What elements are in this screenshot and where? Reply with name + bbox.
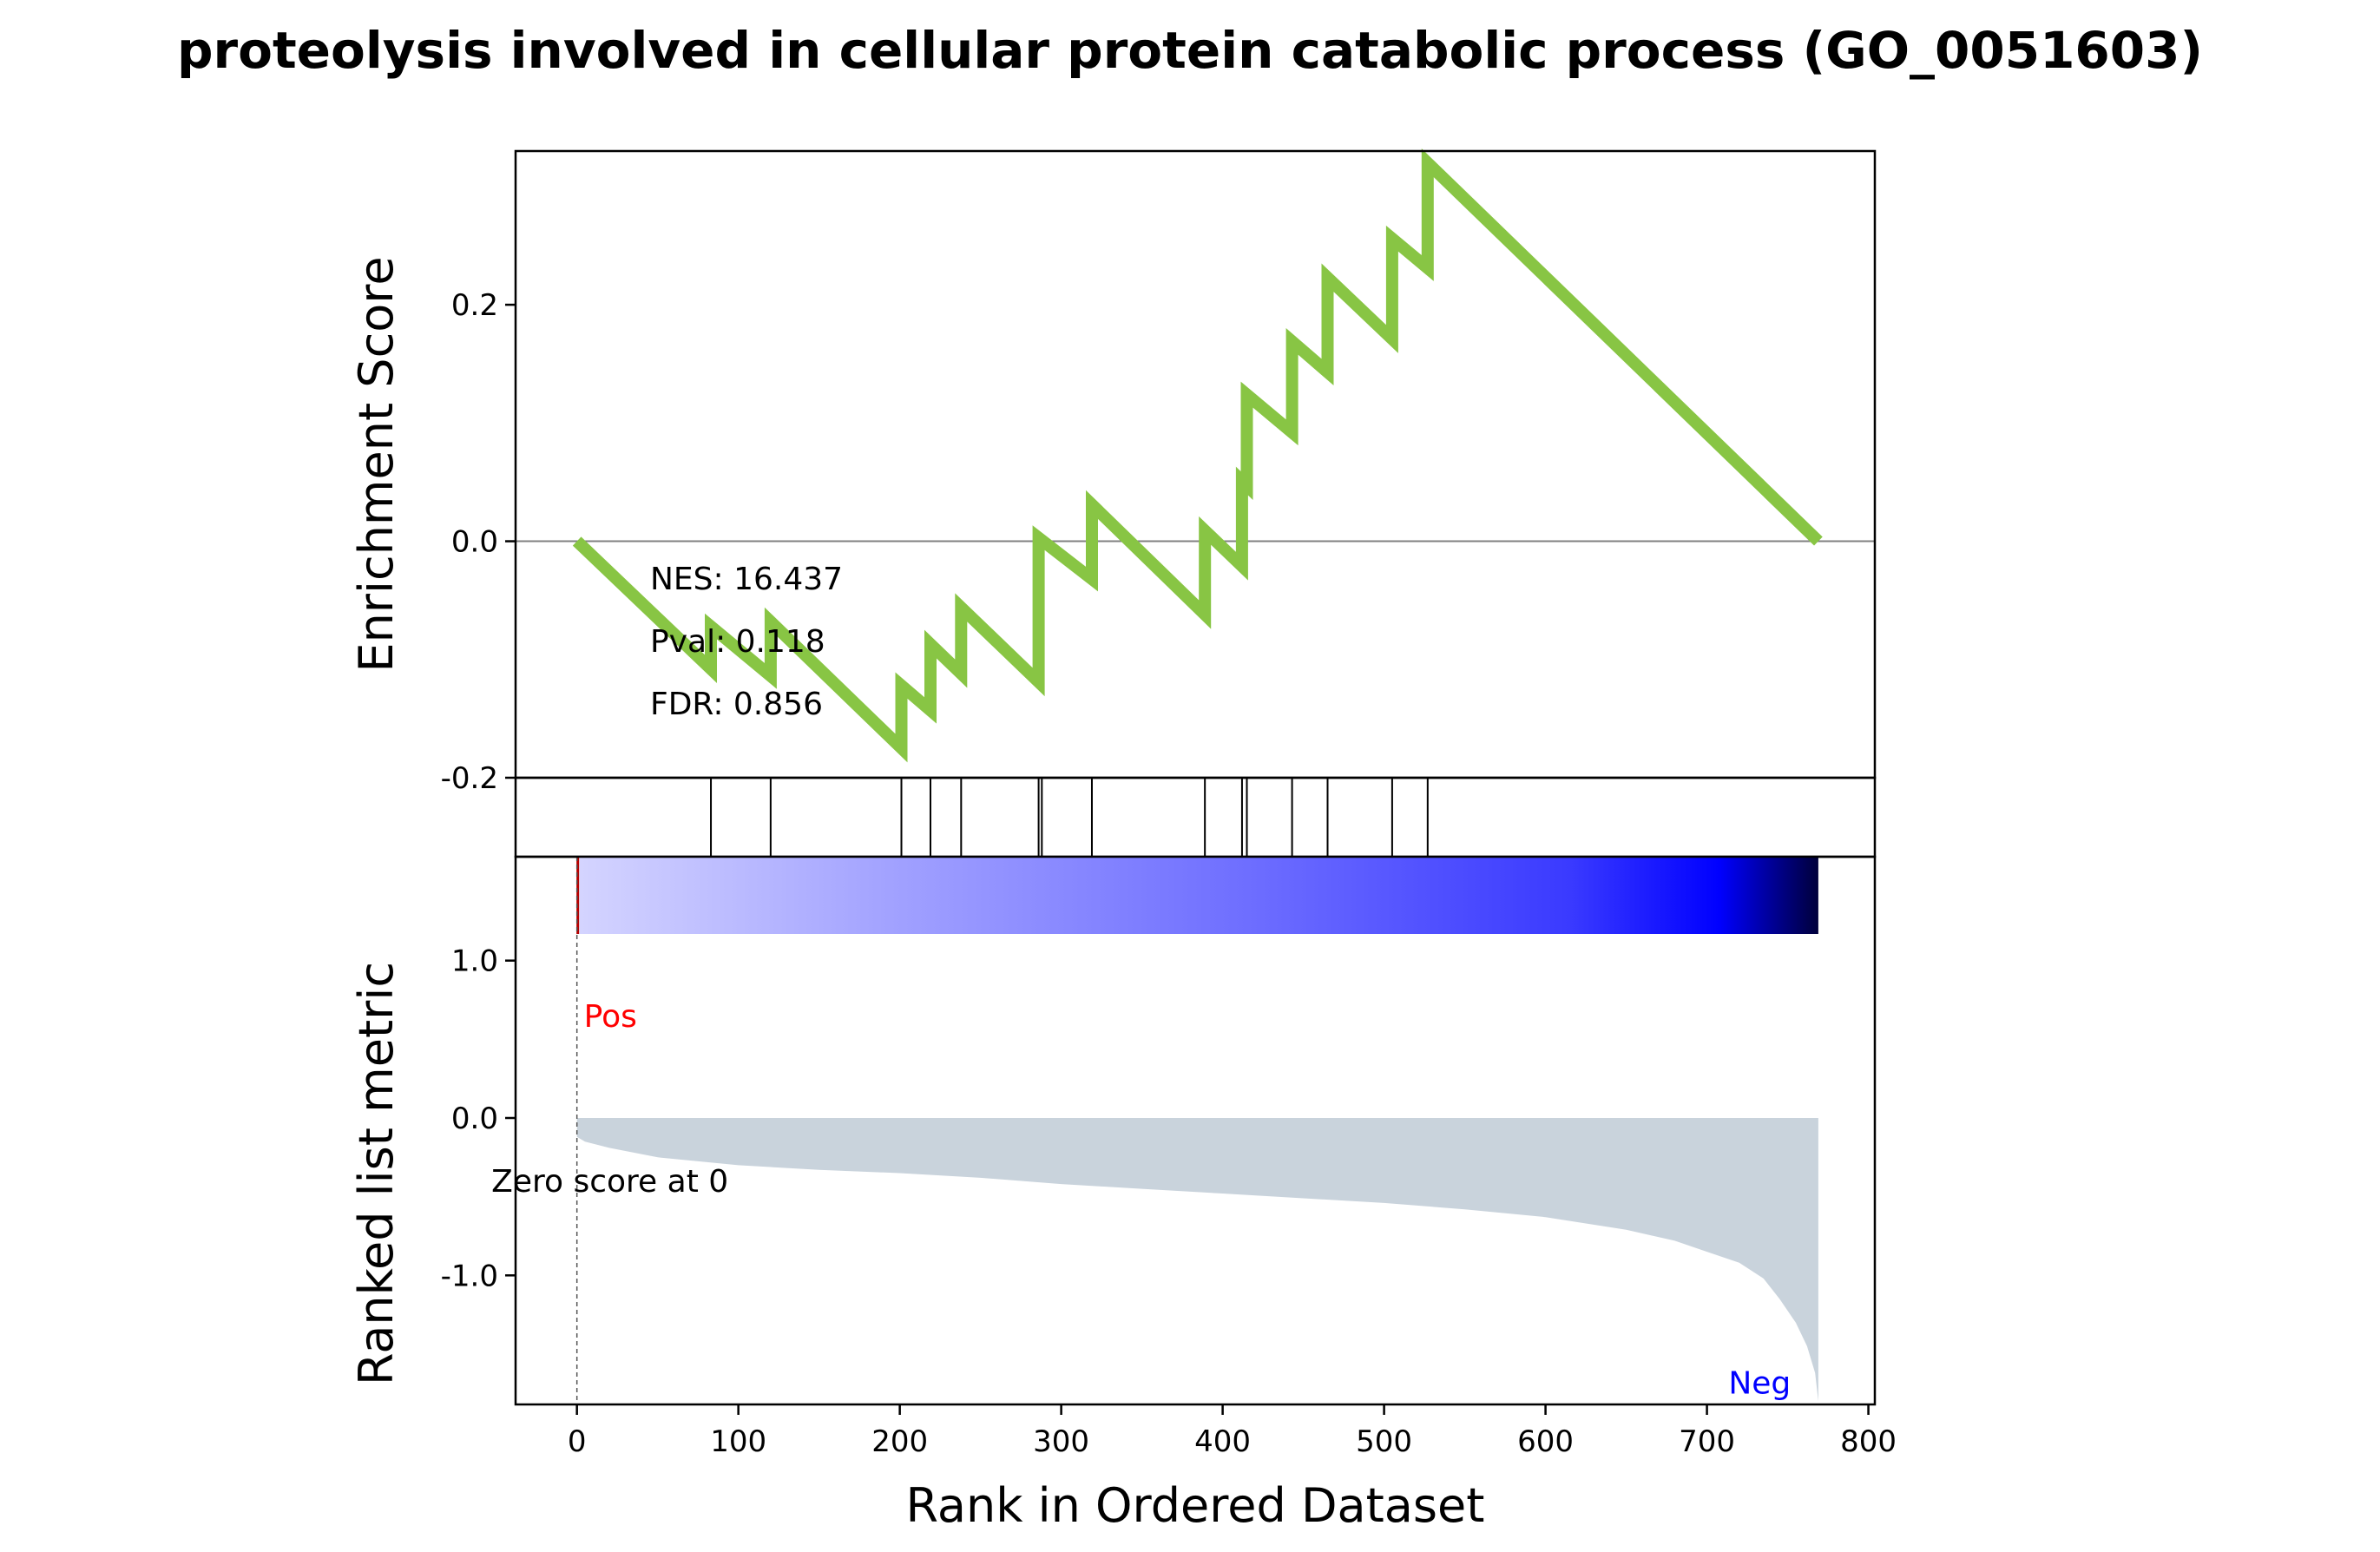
zero-score-label: Zero score at 0 bbox=[491, 1164, 728, 1200]
es-y-tick-label: 0.2 bbox=[451, 288, 498, 323]
enrichment-panel: 0.2 0.0 -0.2 NES: 16.437 Pval: 0.118 FDR: … bbox=[349, 148, 1877, 796]
metric-y-tick-label: -1.0 bbox=[441, 1259, 498, 1293]
metric-y-axis-label: Ranked list metric bbox=[349, 962, 404, 1385]
pval-label: Pval: 0.118 bbox=[650, 624, 825, 660]
ranked-metric-area bbox=[576, 1118, 1818, 1402]
x-tick-label: 600 bbox=[1517, 1424, 1574, 1459]
metric-panel-frame bbox=[514, 855, 1877, 1406]
x-tick-label: 100 bbox=[710, 1424, 766, 1459]
metric-y-tick-label: 1.0 bbox=[451, 944, 498, 979]
neg-label: Neg bbox=[1728, 1365, 1791, 1401]
x-tick-label: 300 bbox=[1033, 1424, 1089, 1459]
metric-y-ticks: 1.0 0.0 -1.0 bbox=[441, 944, 516, 1293]
x-tick-label: 0 bbox=[568, 1424, 587, 1459]
hits-panel-frame bbox=[514, 776, 1877, 858]
x-tick-label: 200 bbox=[871, 1424, 928, 1459]
hits-panel bbox=[514, 776, 1877, 858]
hit-lines bbox=[710, 778, 1429, 857]
es-y-axis-label: Enrichment Score bbox=[349, 256, 404, 672]
es-panel-frame bbox=[514, 149, 1877, 779]
pos-label: Pos bbox=[584, 999, 637, 1035]
x-axis-label: Rank in Ordered Dataset bbox=[906, 1478, 1485, 1533]
es-y-ticks: 0.2 0.0 -0.2 bbox=[441, 288, 516, 796]
es-y-tick-label: -0.2 bbox=[441, 761, 498, 796]
es-y-tick-label: 0.0 bbox=[451, 525, 498, 560]
x-tick-label: 500 bbox=[1356, 1424, 1412, 1459]
enrichment-score-line bbox=[572, 148, 1823, 763]
rank-colorbar bbox=[579, 858, 1818, 934]
metric-y-tick-label: 0.0 bbox=[451, 1102, 498, 1136]
x-tick-label: 700 bbox=[1679, 1424, 1735, 1459]
x-axis-ticks: 0 100 200 300 400 500 600 700 800 bbox=[568, 1404, 1897, 1459]
nes-label: NES: 16.437 bbox=[650, 562, 843, 597]
metric-panel: 1.0 0.0 -1.0 Pos Neg Zero score at 0 Ranke… bbox=[349, 855, 1877, 1406]
fdr-label: FDR: 0.856 bbox=[650, 687, 823, 722]
x-tick-label: 800 bbox=[1840, 1424, 1897, 1459]
chart-title: proteolysis involved in cellular protein… bbox=[177, 21, 2203, 80]
x-tick-label: 400 bbox=[1194, 1424, 1251, 1459]
